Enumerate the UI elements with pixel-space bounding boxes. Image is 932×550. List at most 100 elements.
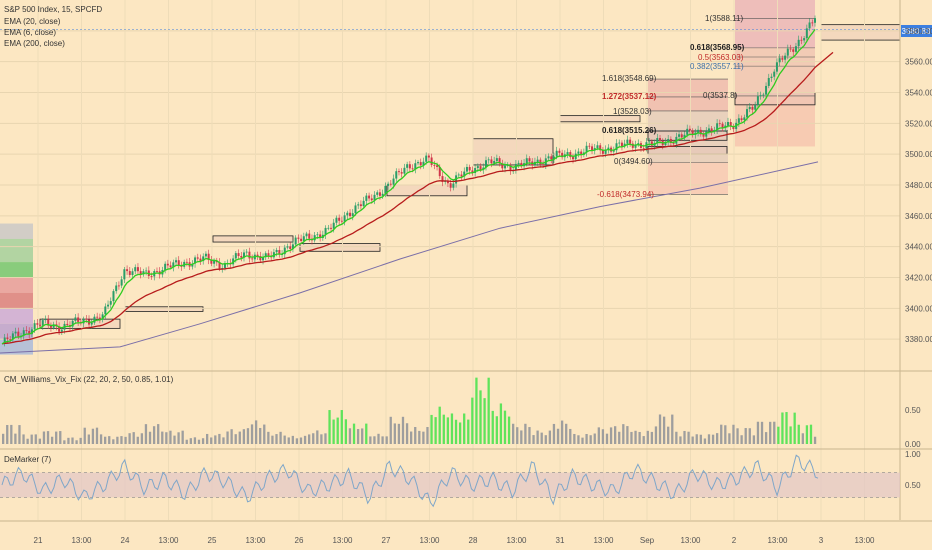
- demarker-tick-label: 1.00: [905, 450, 921, 459]
- vix-bar: [740, 435, 743, 444]
- legend-entry[interactable]: EMA (6, close): [4, 28, 56, 37]
- vix-bar: [585, 433, 588, 444]
- candle-body: [805, 28, 808, 39]
- time-tick-label: 3: [819, 536, 824, 545]
- candle-body: [262, 257, 265, 261]
- candle-body: [781, 58, 784, 60]
- price-box: [124, 306, 204, 312]
- vix-bar: [177, 432, 180, 444]
- vix-bar: [14, 433, 17, 444]
- price-tick-label: 3380.00: [905, 335, 932, 344]
- vix-bar: [581, 437, 584, 444]
- price-box: [559, 115, 641, 123]
- candle-body: [737, 118, 740, 123]
- candle-body: [490, 159, 493, 164]
- vix-bar: [597, 427, 600, 444]
- candle-body: [629, 139, 632, 144]
- candle-body: [17, 331, 20, 337]
- candle-body: [707, 128, 710, 132]
- vix-bar: [593, 433, 596, 444]
- candle-body: [172, 262, 175, 268]
- vix-bar: [642, 436, 645, 444]
- candle-body: [468, 166, 471, 171]
- time-tick-label: 13:00: [593, 536, 614, 545]
- candle-body: [131, 271, 134, 275]
- candle-body: [343, 215, 346, 222]
- candle-body: [419, 162, 422, 166]
- candle-body: [335, 217, 338, 223]
- vix-bar: [638, 431, 641, 444]
- candle-body: [588, 145, 591, 147]
- candle-body: [264, 253, 267, 258]
- candle-body: [52, 324, 55, 328]
- candle-body: [746, 109, 749, 118]
- candle-body: [373, 194, 376, 201]
- candle-body: [634, 144, 637, 148]
- candle-body: [702, 134, 705, 137]
- candle-body: [330, 227, 333, 229]
- demarker-title[interactable]: DeMarker (7): [4, 455, 51, 464]
- candle-body: [792, 49, 795, 52]
- candle-body: [427, 155, 430, 158]
- time-axis[interactable]: 21 13:00 24 13:00 25 13:00 26 13:00 27 13:00 28 13:…: [34, 536, 876, 545]
- candle-body: [150, 276, 153, 277]
- candle-body: [346, 212, 349, 216]
- price-tick-label: 3580.00: [905, 27, 932, 36]
- fib-label: 0(3537.8): [703, 91, 738, 100]
- candle-body: [732, 126, 735, 130]
- vix-bar: [140, 433, 144, 444]
- vix-bar: [401, 416, 405, 444]
- vix-bar: [711, 434, 715, 444]
- zone-block: [0, 277, 33, 293]
- candle-body: [11, 333, 14, 340]
- vix-bar: [263, 424, 266, 444]
- fib-labels: 1(3588.11) 0.618(3568.95) 0.5(3563.03) 0…: [597, 14, 745, 199]
- price-axis[interactable]: 3380.00 3400.00 3420.00 3440.00 3460.00 3480.…: [905, 27, 932, 490]
- vix-bar: [450, 413, 454, 444]
- vix-bar: [773, 421, 776, 444]
- candle-body: [155, 271, 158, 272]
- candle-body: [797, 39, 800, 47]
- vix-bar: [279, 431, 282, 444]
- candle-body: [354, 205, 357, 214]
- legend-entry[interactable]: EMA (20, close): [4, 17, 61, 26]
- candle-body: [596, 145, 599, 149]
- candle-body: [221, 268, 224, 269]
- vix-bar: [34, 434, 37, 444]
- vix-bar: [491, 410, 494, 444]
- candle-body: [259, 256, 262, 261]
- vix-bar: [577, 435, 580, 444]
- vix-bar: [50, 436, 54, 444]
- candle-body: [572, 157, 575, 160]
- vix-bar: [695, 434, 698, 444]
- candle-body: [294, 237, 297, 245]
- vix-bar: [214, 435, 217, 444]
- candle-body: [107, 304, 110, 307]
- candle-body: [669, 138, 672, 143]
- vix-bar: [671, 414, 674, 444]
- candle-body: [430, 157, 433, 165]
- vix-bar: [291, 435, 294, 444]
- vix-bar: [442, 414, 445, 444]
- candle-body: [716, 123, 719, 130]
- vix-bar: [716, 433, 719, 444]
- price-tick-label: 3400.00: [905, 304, 932, 313]
- candle-body: [104, 306, 107, 315]
- candle-body: [650, 141, 653, 146]
- candle-body: [680, 134, 683, 138]
- time-tick-label: 13:00: [506, 536, 527, 545]
- legend-entry[interactable]: EMA (200, close): [4, 39, 65, 48]
- candle-body: [242, 252, 245, 258]
- vix-bar: [271, 435, 274, 444]
- vix-title[interactable]: CM_Williams_Vix_Fix (22, 20, 2, 50, 0.85…: [4, 375, 174, 384]
- vix-bar: [18, 425, 21, 444]
- candle-body: [721, 123, 724, 128]
- candle-body: [417, 162, 420, 164]
- vix-bar: [536, 430, 539, 444]
- candle-body: [550, 156, 553, 160]
- candle-body: [289, 246, 292, 249]
- candle-body: [555, 150, 558, 157]
- vix-bar: [104, 436, 107, 444]
- vix-bar: [524, 423, 527, 444]
